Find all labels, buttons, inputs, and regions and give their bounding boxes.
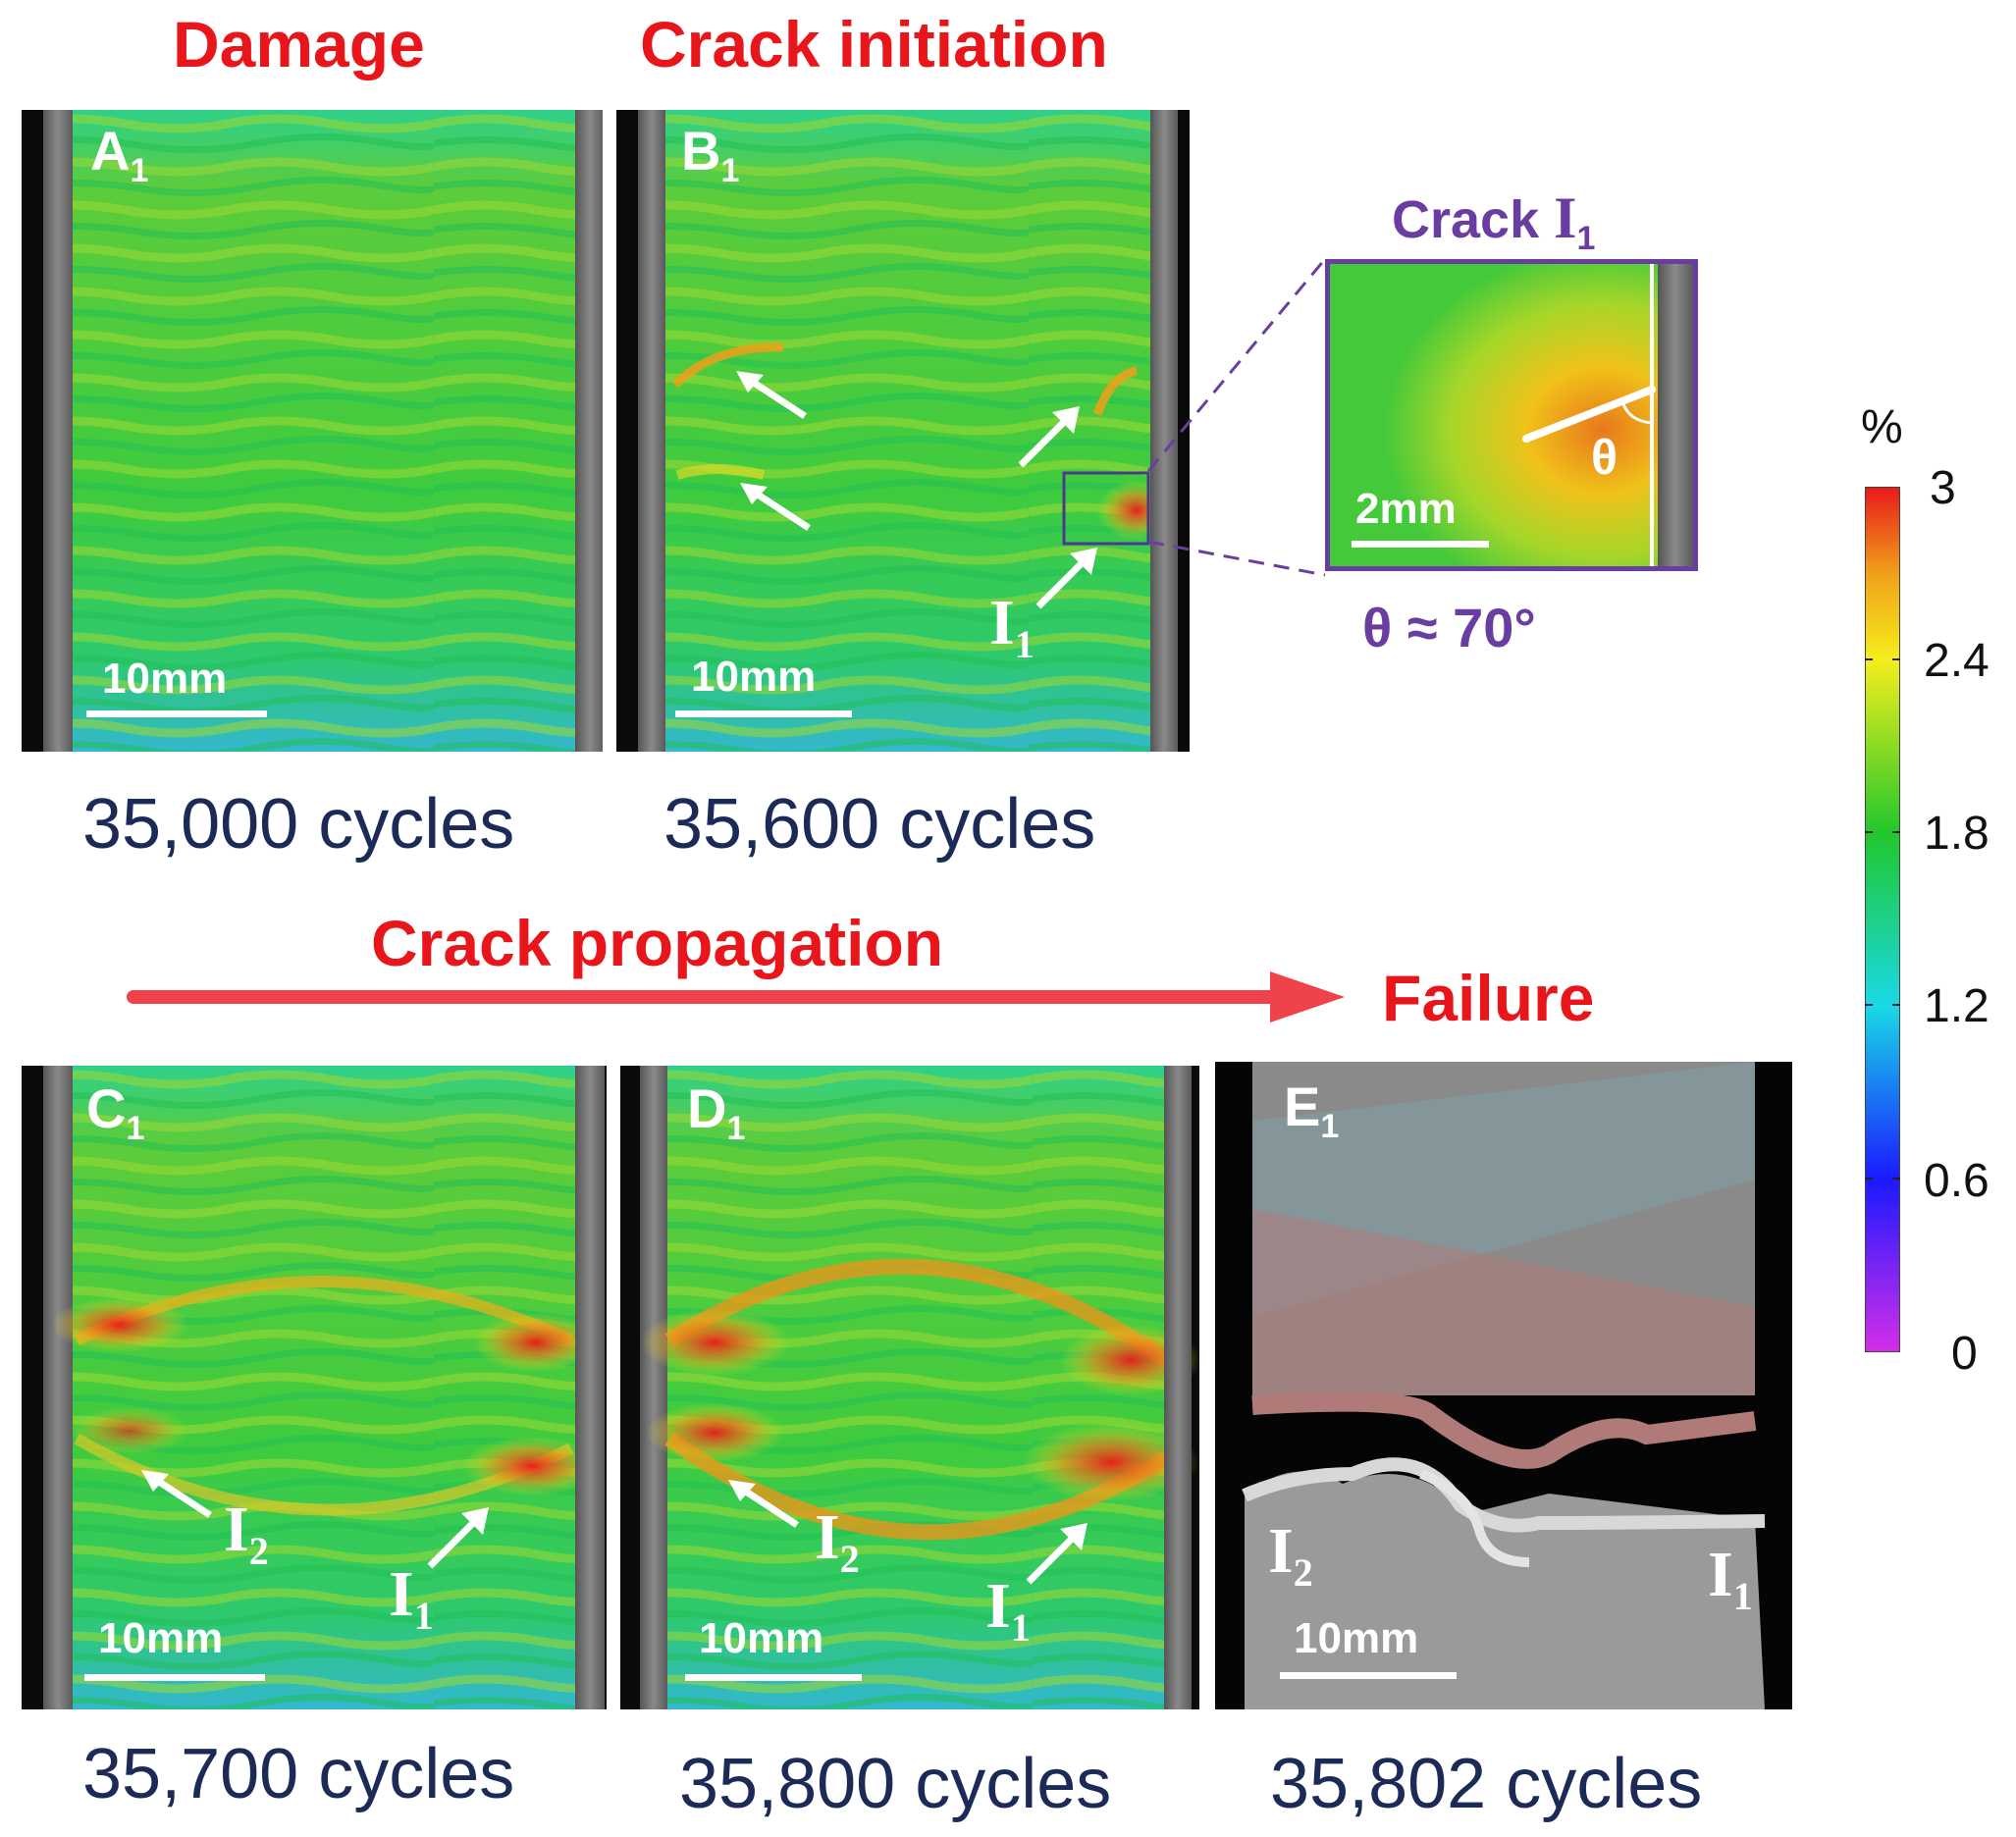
panel-label-c1: C1	[86, 1077, 145, 1147]
colorbar-tick: 2.4	[1924, 635, 1989, 687]
fracture-panel-e1: E1 I2 I1 10mm	[1215, 1062, 1792, 1709]
colorbar-tick: 3	[1930, 462, 1956, 514]
scale-bar-label: 10mm	[102, 655, 228, 703]
scale-bar-label: 10mm	[691, 653, 817, 701]
scale-bar-label: 10mm	[98, 1614, 224, 1662]
scale-bar-label: 10mm	[1294, 1614, 1419, 1662]
cycles-caption-a1: 35,000 cycles	[82, 785, 515, 864]
crack-label-i2: I2	[1268, 1515, 1313, 1595]
inset-leader-lines	[1146, 258, 1327, 577]
colorbar-tick: 1.2	[1924, 980, 1989, 1032]
panel-label-a1: A1	[90, 120, 149, 189]
scale-bar	[1280, 1672, 1457, 1679]
arrow-icon	[740, 483, 811, 531]
cycles-caption-b1: 35,600 cycles	[663, 785, 1096, 864]
crack-label-i2: I2	[224, 1494, 269, 1573]
progress-arrow	[127, 971, 1345, 1023]
stage-title-crack-propagation: Crack propagation	[371, 907, 944, 979]
scale-bar	[685, 1674, 862, 1681]
inset-scale-bar	[1352, 541, 1489, 548]
inset-scale-bar-label: 2mm	[1355, 485, 1457, 533]
arrow-icon	[427, 1507, 489, 1569]
crack-inset: θ 2mm	[1325, 259, 1698, 571]
strain-panel-c1: C1 I2 I1 10mm	[22, 1066, 607, 1709]
crack-label-i1: I1	[1708, 1539, 1753, 1618]
crack-label-i1: I1	[985, 1570, 1031, 1650]
crack-label-i1: I1	[389, 1558, 434, 1638]
angle-caption: θ ≈ 70°	[1362, 597, 1536, 658]
strain-panel-b1: B1 I1 10mm	[616, 110, 1190, 752]
angle-theta-label: θ	[1591, 430, 1618, 485]
scale-bar	[84, 1674, 265, 1681]
strain-panel-d1: D1 I2 I1 10mm	[620, 1066, 1199, 1709]
crack-label-i2: I2	[815, 1501, 860, 1581]
panel-label-b1: B1	[681, 120, 740, 189]
inset-title: Crack I1	[1392, 185, 1596, 257]
arrow-icon	[1018, 406, 1080, 468]
panel-label-d1: D1	[687, 1077, 746, 1147]
stage-title-damage: Damage	[173, 8, 425, 80]
colorbar-tick: 1.8	[1924, 808, 1989, 860]
arrow-icon	[1026, 1523, 1088, 1585]
arrow-icon	[736, 371, 807, 419]
cycles-caption-d1: 35,800 cycles	[679, 1745, 1112, 1823]
scale-bar	[86, 710, 267, 717]
stage-title-crack-initiation: Crack initiation	[640, 8, 1108, 80]
panel-label-e1: E1	[1284, 1076, 1340, 1145]
colorbar	[1864, 486, 1901, 1353]
cycles-caption-c1: 35,700 cycles	[82, 1735, 515, 1813]
colorbar-tick: 0.6	[1924, 1155, 1989, 1207]
colorbar-unit: %	[1861, 401, 1903, 453]
arrow-icon	[728, 1480, 799, 1528]
scale-bar	[675, 710, 852, 717]
scale-bar-label: 10mm	[699, 1614, 824, 1662]
colorbar-tick: 0	[1951, 1328, 1978, 1380]
arrow-icon	[1035, 548, 1097, 609]
crack-label-i1: I1	[989, 587, 1035, 666]
cycles-caption-e1: 35,802 cycles	[1270, 1745, 1703, 1823]
stage-title-failure: Failure	[1382, 962, 1595, 1034]
strain-panel-a1: A1 10mm	[22, 110, 603, 752]
arrow-icon	[141, 1470, 212, 1518]
